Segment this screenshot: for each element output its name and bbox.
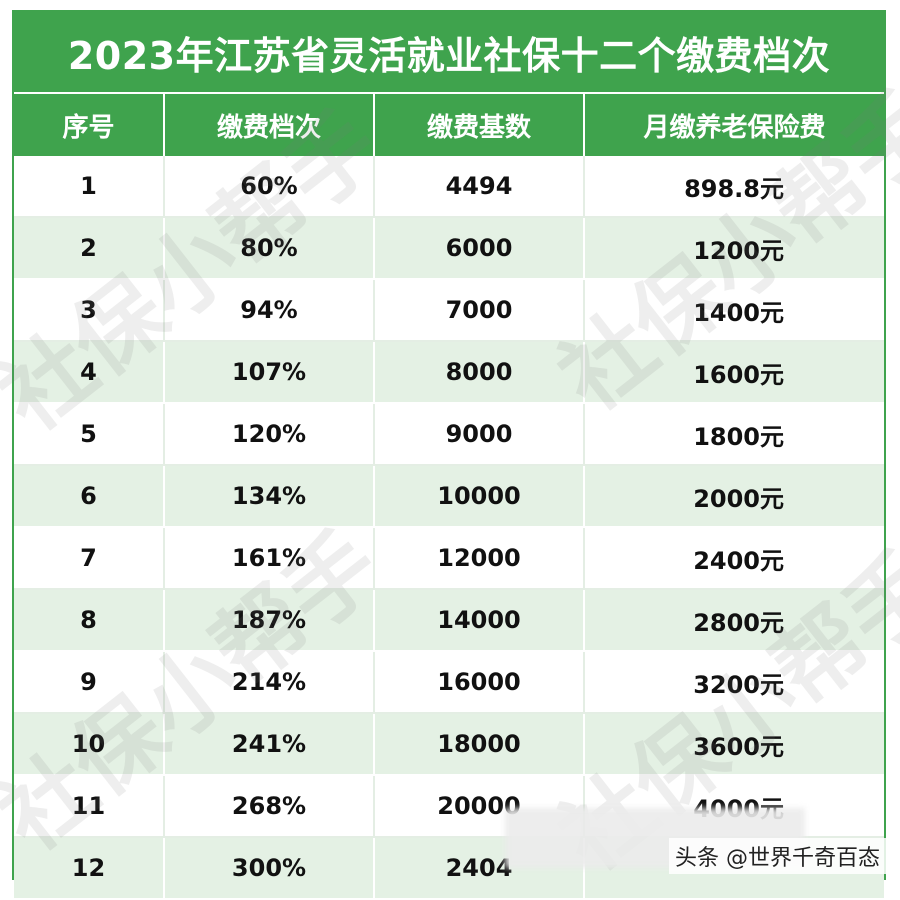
cell-index: 8 [14, 589, 165, 652]
cell-fee: 1800元 [584, 403, 884, 466]
table-row: 3 94% 7000 1400元 [14, 279, 884, 342]
cell-level: 241% [164, 713, 375, 776]
cell-index: 1 [14, 156, 165, 218]
cell-fee: 898.8元 [584, 156, 884, 218]
cell-index: 6 [14, 465, 165, 528]
table-row: 10 241% 18000 3600元 [14, 713, 884, 776]
cell-fee: 2000元 [584, 465, 884, 528]
cell-base: 14000 [374, 589, 585, 652]
fee-table: 序号 缴费档次 缴费基数 月缴养老保险费 1 60% 4494 898.8元 2… [14, 92, 884, 900]
cell-fee: 2800元 [584, 589, 884, 652]
cell-base: 7000 [374, 279, 585, 342]
header-level: 缴费档次 [164, 92, 375, 156]
table-frame: 2023年江苏省灵活就业社保十二个缴费档次 序号 缴费档次 缴费基数 月缴养老保… [12, 10, 886, 900]
cell-level: 161% [164, 527, 375, 590]
cell-base: 12000 [374, 527, 585, 590]
table-row: 4 107% 8000 1600元 [14, 341, 884, 404]
cell-base: 10000 [374, 465, 585, 528]
cell-index: 12 [14, 837, 165, 900]
cell-level: 268% [164, 775, 375, 838]
cell-level: 80% [164, 217, 375, 280]
page-title: 2023年江苏省灵活就业社保十二个缴费档次 [14, 12, 884, 92]
header-fee: 月缴养老保险费 [584, 92, 884, 156]
header-base: 缴费基数 [374, 92, 585, 156]
cell-fee: 3200元 [584, 651, 884, 714]
cell-level: 214% [164, 651, 375, 714]
cell-fee: 1400元 [584, 279, 884, 342]
cell-index: 10 [14, 713, 165, 776]
cell-base: 8000 [374, 341, 585, 404]
cell-level: 300% [164, 837, 375, 900]
cell-fee: 1200元 [584, 217, 884, 280]
cell-index: 2 [14, 217, 165, 280]
table-row: 9 214% 16000 3200元 [14, 651, 884, 714]
cell-level: 134% [164, 465, 375, 528]
cell-level: 94% [164, 279, 375, 342]
cell-base: 6000 [374, 217, 585, 280]
header-index: 序号 [14, 92, 165, 156]
table-header-row: 序号 缴费档次 缴费基数 月缴养老保险费 [14, 92, 884, 156]
cell-index: 3 [14, 279, 165, 342]
cell-index: 4 [14, 341, 165, 404]
table-row: 5 120% 9000 1800元 [14, 403, 884, 466]
cell-base: 4494 [374, 156, 585, 218]
cell-index: 11 [14, 775, 165, 838]
cell-level: 120% [164, 403, 375, 466]
table-row: 8 187% 14000 2800元 [14, 589, 884, 652]
table-row: 1 60% 4494 898.8元 [14, 156, 884, 218]
cell-fee: 3600元 [584, 713, 884, 776]
cell-index: 5 [14, 403, 165, 466]
table-row: 6 134% 10000 2000元 [14, 465, 884, 528]
cell-base: 18000 [374, 713, 585, 776]
cell-fee: 2400元 [584, 527, 884, 590]
cell-base: 16000 [374, 651, 585, 714]
cell-fee: 1600元 [584, 341, 884, 404]
cell-base: 9000 [374, 403, 585, 466]
cell-level: 187% [164, 589, 375, 652]
cell-level: 107% [164, 341, 375, 404]
source-credit: 头条 @世界千奇百态 [669, 838, 886, 874]
table-row: 2 80% 6000 1200元 [14, 217, 884, 280]
table-row: 7 161% 12000 2400元 [14, 527, 884, 590]
cell-level: 60% [164, 156, 375, 218]
table-row: 11 268% 20000 4000元 [14, 775, 884, 838]
cell-index: 7 [14, 527, 165, 590]
cell-index: 9 [14, 651, 165, 714]
